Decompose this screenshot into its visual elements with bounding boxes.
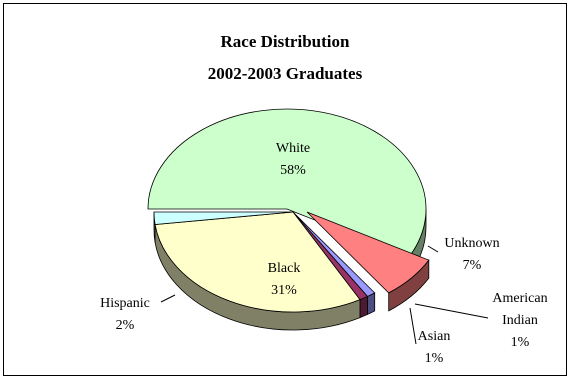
chart-subtitle: 2002-2003 Graduates [207,64,363,83]
leader-line-unknown [427,245,439,253]
pie-side-asian [359,295,368,319]
pie-slice-hispanic [153,211,294,225]
pie-labels: White 58% Unknown 7% American Indian 1% Asian 1%… [100,141,547,366]
leader-line-american-indian [414,303,489,319]
pie-slice-black [154,211,361,313]
leader-line-asian [409,307,417,345]
slice-label-american-indian: American Indian 1% [492,291,547,350]
slice-label-asian: Asian 1% [418,329,451,366]
chart-title: Race Distribution [220,32,350,51]
slice-label-white: White 58% [276,141,310,178]
pie-leader-lines [160,245,489,345]
leader-line-hispanic [160,294,176,303]
pie-slice-white [147,108,427,258]
slice-label-hispanic: Hispanic 2% [100,296,150,333]
slice-label-black: Black 31% [268,261,301,298]
pie-top-layer [147,108,430,313]
slice-label-unknown: Unknown 7% [444,236,499,273]
pie-slice-unknown [306,211,430,294]
